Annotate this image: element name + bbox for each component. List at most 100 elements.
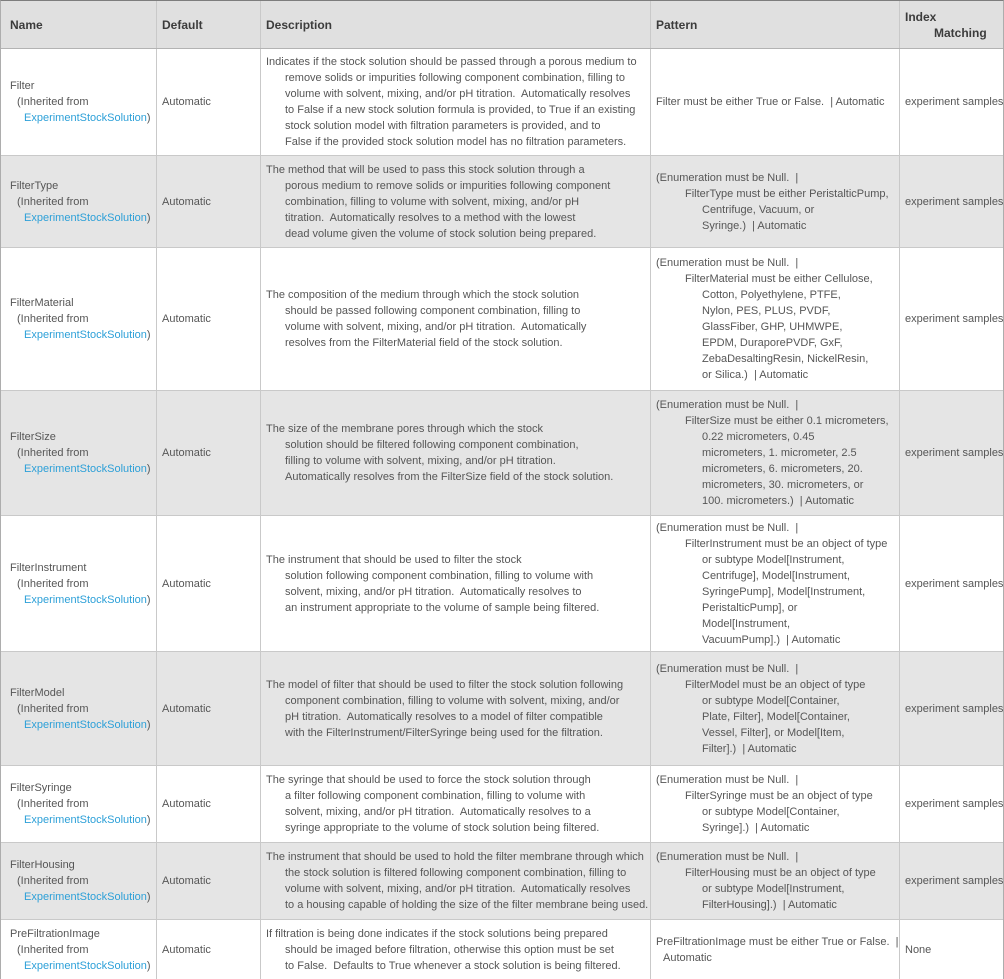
text-line: VacuumPump].) | Automatic [702,633,841,646]
option-name: FilterModel [10,686,65,699]
text-line: (Enumeration must be Null. | [656,257,799,269]
experiment-stock-solution-link[interactable]: ExperimentStockSolution [24,211,147,224]
text-line: Vessel, Filter], or Model[Item, [702,726,845,739]
inherited-from-label: (Inherited from [17,195,89,208]
text-line: titration. Automatically resolves to a m… [285,211,576,224]
name-cell: PreFiltrationImage (Inherited from Exper… [1,920,157,979]
experiment-stock-solution-link[interactable]: ExperimentStockSolution [24,718,147,731]
inherited-from-line: ExperimentStockSolution) [24,717,152,733]
text-line: (Enumeration must be Null. | [656,851,799,863]
option-name: Filter [10,80,35,92]
text-line: PreFiltrationImage must be either True o… [656,936,899,948]
experiment-stock-solution-link[interactable]: ExperimentStockSolution [24,112,147,124]
header-pattern: Pattern [651,1,900,48]
text-line: pH titration. Automatically resolves to … [285,710,603,723]
text-line: Filter must be either True or False. | A… [656,96,885,108]
experiment-stock-solution-link[interactable]: ExperimentStockSolution [24,463,147,475]
default-value: Automatic [162,96,211,108]
inherited-close-paren: ) [146,960,151,972]
table-header: Name Default Description Pattern Index Ma… [1,1,1003,49]
text-line: solution following component combination… [285,569,594,582]
experiment-stock-solution-link[interactable]: ExperimentStockSolution [24,814,147,826]
inherited-from-line: ExperimentStockSolution) [24,812,152,828]
default-cell: Automatic [157,248,261,390]
pattern-cell: Filter must be either True or False. | A… [651,49,900,155]
table-body: Filter (Inherited from ExperimentStockSo… [1,49,1003,979]
description-cell: Indicates if the stock solution should b… [261,49,651,155]
name-cell: FilterMaterial (Inherited from Experimen… [1,248,157,390]
option-name: FilterSize [10,431,56,443]
inherited-close-paren: ) [146,329,151,341]
text-line: Model[Instrument, [702,617,791,630]
description-cell: The instrument that should be used to fi… [261,516,651,651]
pattern-cell: (Enumeration must be Null. | FilterModel … [651,652,900,765]
text-line: Automatic [663,952,712,964]
text-line: (Enumeration must be Null. | [656,662,799,675]
index-matching-cell: experiment samples [900,516,1003,651]
inherited-from-label: (Inherited from [17,313,89,325]
option-name: FilterMaterial [10,297,74,309]
table-row: Filter (Inherited from ExperimentStockSo… [1,49,1003,156]
text-line: False if the provided stock solution mod… [285,136,627,148]
inherited-from-line: ExperimentStockSolution) [24,210,152,226]
description-cell: The size of the membrane pores through w… [261,391,651,515]
text-line: should be passed following component com… [285,305,581,317]
inherited-from-label: (Inherited from [17,702,89,715]
table-row: FilterModel (Inherited from ExperimentSt… [1,652,1003,766]
text-line: to a housing capable of holding the size… [285,899,649,911]
text-line: volume with solvent, mixing, and/or pH t… [285,321,587,333]
experiment-stock-solution-link[interactable]: ExperimentStockSolution [24,960,147,972]
text-line: a filter following component combination… [285,790,586,802]
text-line: syringe appropriate to the volume of sto… [285,822,600,834]
name-cell: FilterModel (Inherited from ExperimentSt… [1,652,157,765]
text-line: or subtype Model[Container, [702,806,840,818]
experiment-stock-solution-link[interactable]: ExperimentStockSolution [24,329,147,341]
pattern-cell: PreFiltrationImage must be either True o… [651,920,900,979]
default-cell: Automatic [157,766,261,842]
table-row: FilterHousing (Inherited from Experiment… [1,843,1003,920]
inherited-from-label: (Inherited from [17,96,89,108]
text-line: to False. Defaults to True whenever a st… [285,960,621,972]
inherited-from-line: ExperimentStockSolution) [24,958,152,974]
pattern-cell: (Enumeration must be Null. | FilterSize m… [651,391,900,515]
text-line: FilterSize must be either 0.1 micrometer… [685,415,889,427]
pattern-cell: (Enumeration must be Null. | FilterHousin… [651,843,900,919]
text-line: PeristalticPump], or [702,601,798,614]
text-line: stock solution model with filtration par… [285,120,601,132]
index-matching-cell: None [900,920,1003,979]
header-default: Default [157,1,261,48]
text-line: Matching [934,25,987,40]
experiment-stock-solution-link[interactable]: ExperimentStockSolution [24,891,147,903]
text-line: resolves from the FilterMaterial field o… [285,337,563,349]
text-line: The syringe that should be used to force… [266,774,591,786]
text-line: volume with solvent, mixing, and/or pH t… [285,88,631,100]
text-line: Centrifuge, Vacuum, or [702,203,815,216]
text-line: (Enumeration must be Null. | [656,774,799,786]
table-row: FilterMaterial (Inherited from Experimen… [1,248,1003,391]
text-line: micrometers, 6. micrometers, 20. [702,463,863,475]
name-cell: FilterSize (Inherited from ExperimentSto… [1,391,157,515]
text-line: dead volume given the volume of stock so… [285,227,597,240]
experiment-stock-solution-link[interactable]: ExperimentStockSolution [24,593,147,606]
text-line: remove solids or impurities following co… [285,72,625,84]
default-value: Automatic [162,702,211,715]
inherited-close-paren: ) [146,112,151,124]
index-matching-cell: experiment samples [900,49,1003,155]
text-line: FilterHousing].) | Automatic [702,899,837,911]
text-line: Nylon, PES, PLUS, PVDF, [702,305,831,317]
index-matching-cell: experiment samples [900,156,1003,247]
inherited-close-paren: ) [146,814,151,826]
text-line: or subtype Model[Container, [702,694,840,707]
inherited-close-paren: ) [146,718,151,731]
default-value: Automatic [162,195,211,208]
text-line: volume with solvent, mixing, and/or pH t… [285,883,631,895]
text-line: The composition of the medium through wh… [266,289,580,301]
name-cell: FilterSyringe (Inherited from Experiment… [1,766,157,842]
inherited-from-line: ExperimentStockSolution) [24,461,152,477]
text-line: filling to volume with solvent, mixing, … [285,455,556,467]
description-cell: The model of filter that should be used … [261,652,651,765]
pattern-cell: (Enumeration must be Null. | FilterSyring… [651,766,900,842]
text-line: (Enumeration must be Null. | [656,171,799,184]
text-line: The instrument that should be used to fi… [266,553,522,566]
